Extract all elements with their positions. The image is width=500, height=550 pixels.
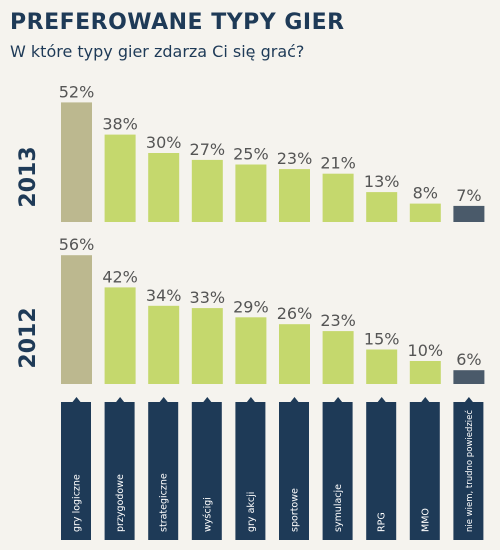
category-box-4 [191, 397, 222, 540]
value-label-2013-9: 8% [413, 184, 438, 203]
bar-2012-3 [148, 305, 180, 384]
bar-2013-10 [453, 205, 485, 222]
value-label-2012-7: 23% [320, 311, 356, 330]
value-label-2013-1: 52% [59, 82, 95, 101]
bar-2013-8 [366, 192, 398, 222]
value-label-2012-10: 6% [456, 350, 481, 369]
category-label-1: gry logiczne [72, 474, 83, 532]
chart-title: PREFEROWANE TYPY GIER [10, 10, 345, 35]
value-label-2012-4: 33% [190, 288, 226, 307]
value-label-2013-3: 30% [146, 133, 182, 152]
value-label-2013-2: 38% [102, 115, 138, 134]
value-label-2013-7: 21% [320, 154, 356, 173]
category-box-3 [148, 397, 179, 540]
category-label-5: gry akcji [246, 492, 257, 532]
bar-2013-7 [322, 173, 354, 222]
bar-2013-5 [235, 164, 267, 222]
category-label-8: RPG [377, 512, 388, 532]
category-box-10 [453, 397, 484, 540]
category-box-7 [322, 397, 353, 540]
value-label-2013-10: 7% [456, 186, 481, 205]
bar-2012-10 [453, 370, 485, 384]
bar-2012-1 [61, 255, 92, 384]
category-label-7: symulacje [333, 484, 344, 532]
category-label-3: strategiczne [159, 473, 170, 532]
bar-2012-7 [322, 331, 354, 384]
category-label-6: sportowe [290, 488, 301, 532]
bar-2013-1 [61, 102, 92, 222]
chart-subtitle: W które typy gier zdarza Ci się grać? [10, 42, 305, 61]
value-label-2013-4: 27% [190, 140, 226, 159]
bar-2013-3 [148, 153, 180, 222]
bar-2012-4 [191, 308, 223, 384]
bar-2012-8 [366, 349, 398, 384]
category-box-8 [366, 397, 397, 540]
category-label-9: MMO [420, 508, 431, 532]
value-label-2013-8: 13% [364, 172, 400, 191]
bar-2013-2 [104, 134, 136, 222]
category-label-2: przygodowe [115, 474, 126, 532]
bar-2012-2 [104, 287, 136, 384]
category-box-6 [279, 397, 309, 540]
value-label-2012-6: 26% [277, 304, 313, 323]
bar-2013-6 [279, 169, 310, 222]
bar-2012-9 [409, 361, 441, 384]
category-box-9 [409, 397, 440, 540]
value-label-2013-6: 23% [277, 149, 313, 168]
value-label-2013-5: 25% [233, 145, 269, 164]
bar-2012-5 [235, 317, 267, 384]
value-label-2012-9: 10% [408, 341, 444, 360]
bar-2013-4 [191, 159, 223, 222]
value-label-2012-1: 56% [59, 235, 95, 254]
category-box-2 [104, 397, 135, 540]
category-label-10: nie wiem, trudno powiedzieć [464, 410, 475, 532]
bar-2012-6 [279, 324, 310, 384]
value-label-2012-2: 42% [102, 267, 138, 286]
value-label-2012-5: 29% [233, 297, 269, 316]
series-label-2013: 2013 [16, 146, 41, 207]
category-box-1 [61, 397, 91, 540]
series-label-2012: 2012 [16, 307, 41, 368]
category-label-4: wyścigi [202, 497, 213, 532]
value-label-2012-8: 15% [364, 330, 400, 349]
bar-2013-9 [409, 203, 441, 222]
category-box-5 [235, 397, 266, 540]
value-label-2012-3: 34% [146, 286, 182, 305]
